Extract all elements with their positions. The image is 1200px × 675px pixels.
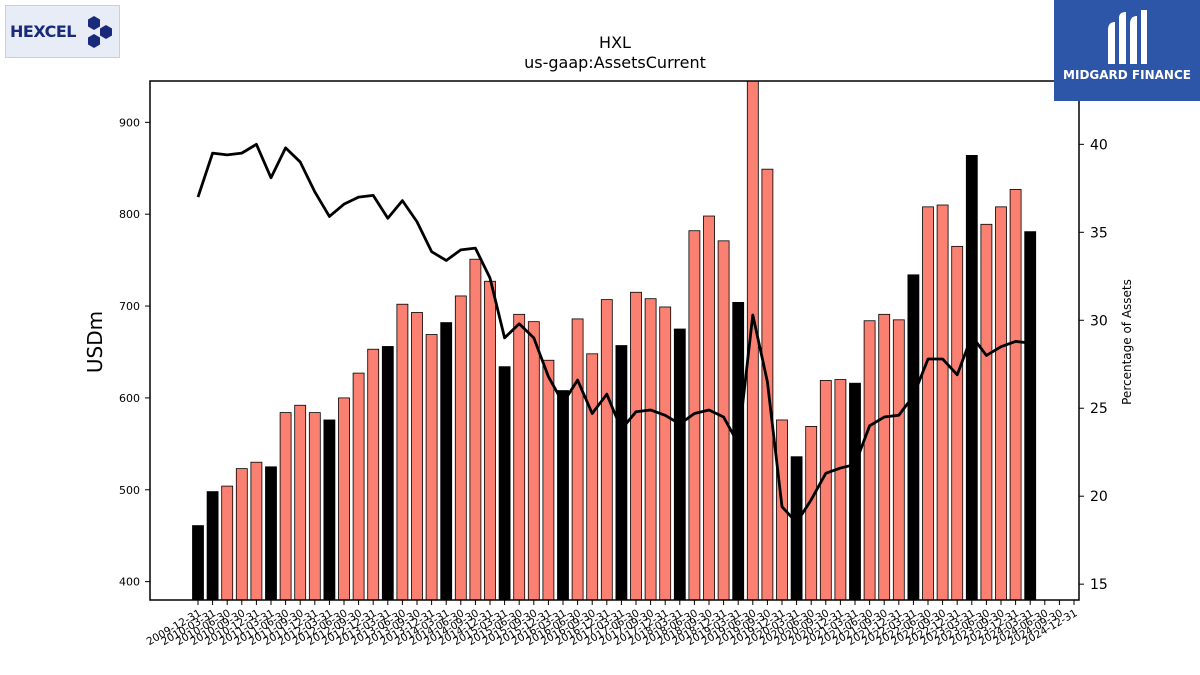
bar-2014-09-30 [469,258,482,601]
plot-frame [149,80,1080,601]
y-tick-label: 800 [119,208,140,221]
bar-2019-03-31 [732,301,745,601]
bar-2021-09-30 [878,313,891,601]
bar-2022-03-31 [907,274,920,601]
bar-2020-12-31 [834,379,847,601]
bar-2009-12-31 [192,525,204,601]
percentage-line-series [196,142,1031,524]
bar-series [192,80,1037,601]
y2-tick-label: 15 [1090,577,1108,593]
x-axis: 2009-12-312010-03-312010-06-302010-09-30… [145,600,1080,648]
bar-2023-03-31 [965,155,978,601]
bar-2012-09-30 [352,372,365,601]
bar-2017-09-30 [644,298,657,601]
y-tick-label: 500 [119,484,140,497]
bar-2014-03-31 [440,322,453,601]
midgard-mark-icon [1108,10,1147,64]
bar-2012-12-31 [367,348,380,601]
y-axis-right: 15 20 25 30 35 40 [1079,137,1108,593]
bar-2011-06-30 [279,412,292,601]
midgard-finance-logo: MIDGARD FINANCE [1054,0,1200,101]
bar-2018-12-31 [717,240,730,601]
bar-2017-12-31 [659,306,672,601]
bar-2016-03-31 [557,390,569,601]
bar-2020-06-30 [805,425,818,601]
hexcel-logo-text: HEXCEL [10,22,76,41]
bar-2015-09-30 [527,321,540,601]
bar-2017-06-30 [630,291,642,601]
bar-2020-03-31 [790,456,803,601]
bar-2021-03-31 [849,382,861,601]
bar-2022-12-31 [951,245,964,601]
bar-2018-09-30 [703,215,715,601]
y-tick-label: 600 [119,392,140,405]
y2-tick-label: 20 [1090,489,1108,505]
y-axis-left: 400 500 600 700 800 900 [119,116,150,589]
y-tick-label: 700 [119,300,140,313]
midgard-finance-logo-text: MIDGARD FINANCE [1063,68,1191,82]
percentage-of-assets-line [196,142,1031,524]
chart-title: HXL [599,33,631,52]
bar-2016-12-31 [600,299,613,601]
bar-2015-03-31 [498,366,511,601]
bar-2010-06-30 [221,485,234,601]
bar-2011-12-31 [308,412,321,601]
y-tick-label: 400 [119,576,140,589]
bar-2015-06-30 [513,313,526,601]
bar-2012-03-31 [323,419,336,601]
bar-2013-12-31 [425,334,438,601]
y-axis-label: USDm [83,311,107,373]
bar-2016-06-30 [571,318,584,601]
bar-2015-12-31 [542,359,555,601]
bar-2013-09-30 [411,312,423,601]
bar-2010-09-30 [235,468,248,601]
y2-tick-label: 40 [1090,137,1108,153]
y2-tick-label: 35 [1090,225,1108,241]
chart-subtitle: us-gaap:AssetsCurrent [524,53,706,72]
bar-2012-06-30 [338,397,350,601]
bar-2011-09-30 [294,404,307,601]
bar-2013-06-30 [396,303,409,601]
bar-2014-12-31 [484,280,496,601]
bar-2010-12-31 [250,461,263,601]
bar-2021-12-31 [892,319,905,601]
y2-tick-label: 25 [1090,401,1108,417]
bar-2020-09-30 [819,380,832,601]
bar-2010-03-31 [206,491,219,601]
bar-2022-06-30 [922,206,934,601]
bar-2023-12-31 [1009,188,1022,601]
hexcel-logo: HEXCEL [5,5,120,58]
y2-axis-label: Percentage of Assets [1120,279,1134,405]
hexagon-icon [88,16,112,48]
y2-tick-label: 30 [1090,313,1108,329]
bar-2023-06-30 [980,223,993,601]
bar-2017-03-31 [615,345,628,601]
bar-2022-09-30 [936,204,949,601]
bar-2011-03-31 [265,466,277,601]
y-tick-label: 900 [119,116,140,129]
bar-2014-06-30 [454,295,467,601]
bar-2018-03-31 [673,328,686,601]
bar-2013-03-31 [381,346,394,601]
bar-2016-09-30 [586,353,599,601]
bar-2024-03-31 [1024,231,1037,601]
bar-2023-09-30 [995,206,1007,601]
bar-2021-06-30 [863,320,876,601]
